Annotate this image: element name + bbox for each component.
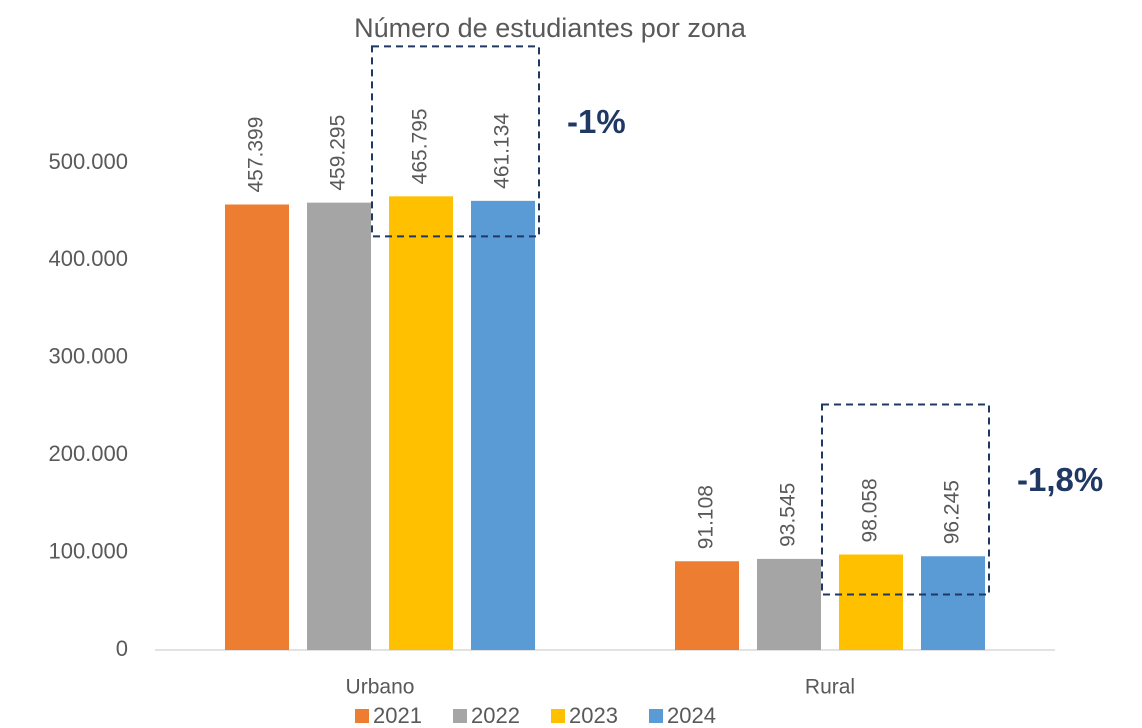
value-label: 459.295	[327, 115, 350, 191]
annotation: -1%	[567, 103, 626, 140]
x-tick-label: Urbano	[346, 676, 415, 699]
y-tick-label: 300.000	[48, 344, 128, 369]
y-tick-label: 400.000	[48, 246, 128, 271]
legend-label: 2022	[471, 703, 520, 728]
bar	[225, 204, 289, 650]
y-tick-label: 100.000	[48, 538, 128, 563]
highlight-box	[821, 403, 990, 596]
bar	[389, 196, 453, 650]
legend-label: 2023	[569, 703, 618, 728]
bar	[307, 202, 371, 650]
bar	[675, 561, 739, 650]
value-label: 91.108	[695, 485, 718, 549]
x-tick-label: Rural	[805, 676, 855, 699]
bar	[921, 556, 985, 650]
value-label: 98.058	[859, 478, 882, 542]
value-label: 461.134	[491, 113, 514, 189]
legend-label: 2024	[667, 703, 716, 728]
legend-swatch	[649, 709, 663, 723]
bar	[471, 200, 535, 651]
legend: 2021 2022 2023 2024	[355, 703, 716, 728]
legend-swatch	[551, 709, 565, 723]
bar	[757, 558, 821, 650]
annotation: -1,8%	[1017, 461, 1103, 498]
y-tick-label: 200.000	[48, 441, 128, 466]
legend-swatch	[355, 709, 369, 723]
highlight-box	[371, 45, 540, 238]
value-label: 465.795	[409, 108, 432, 184]
legend-swatch	[453, 709, 467, 723]
y-tick-label: 0	[116, 636, 128, 661]
value-label: 96.245	[941, 480, 964, 544]
bar	[839, 554, 903, 650]
value-label: 457.399	[245, 117, 268, 193]
chart-title: Número de estudiantes por zona	[354, 13, 747, 43]
value-label: 93.545	[777, 483, 800, 547]
y-tick-label: 500.000	[48, 149, 128, 174]
legend-label: 2021	[373, 703, 422, 728]
